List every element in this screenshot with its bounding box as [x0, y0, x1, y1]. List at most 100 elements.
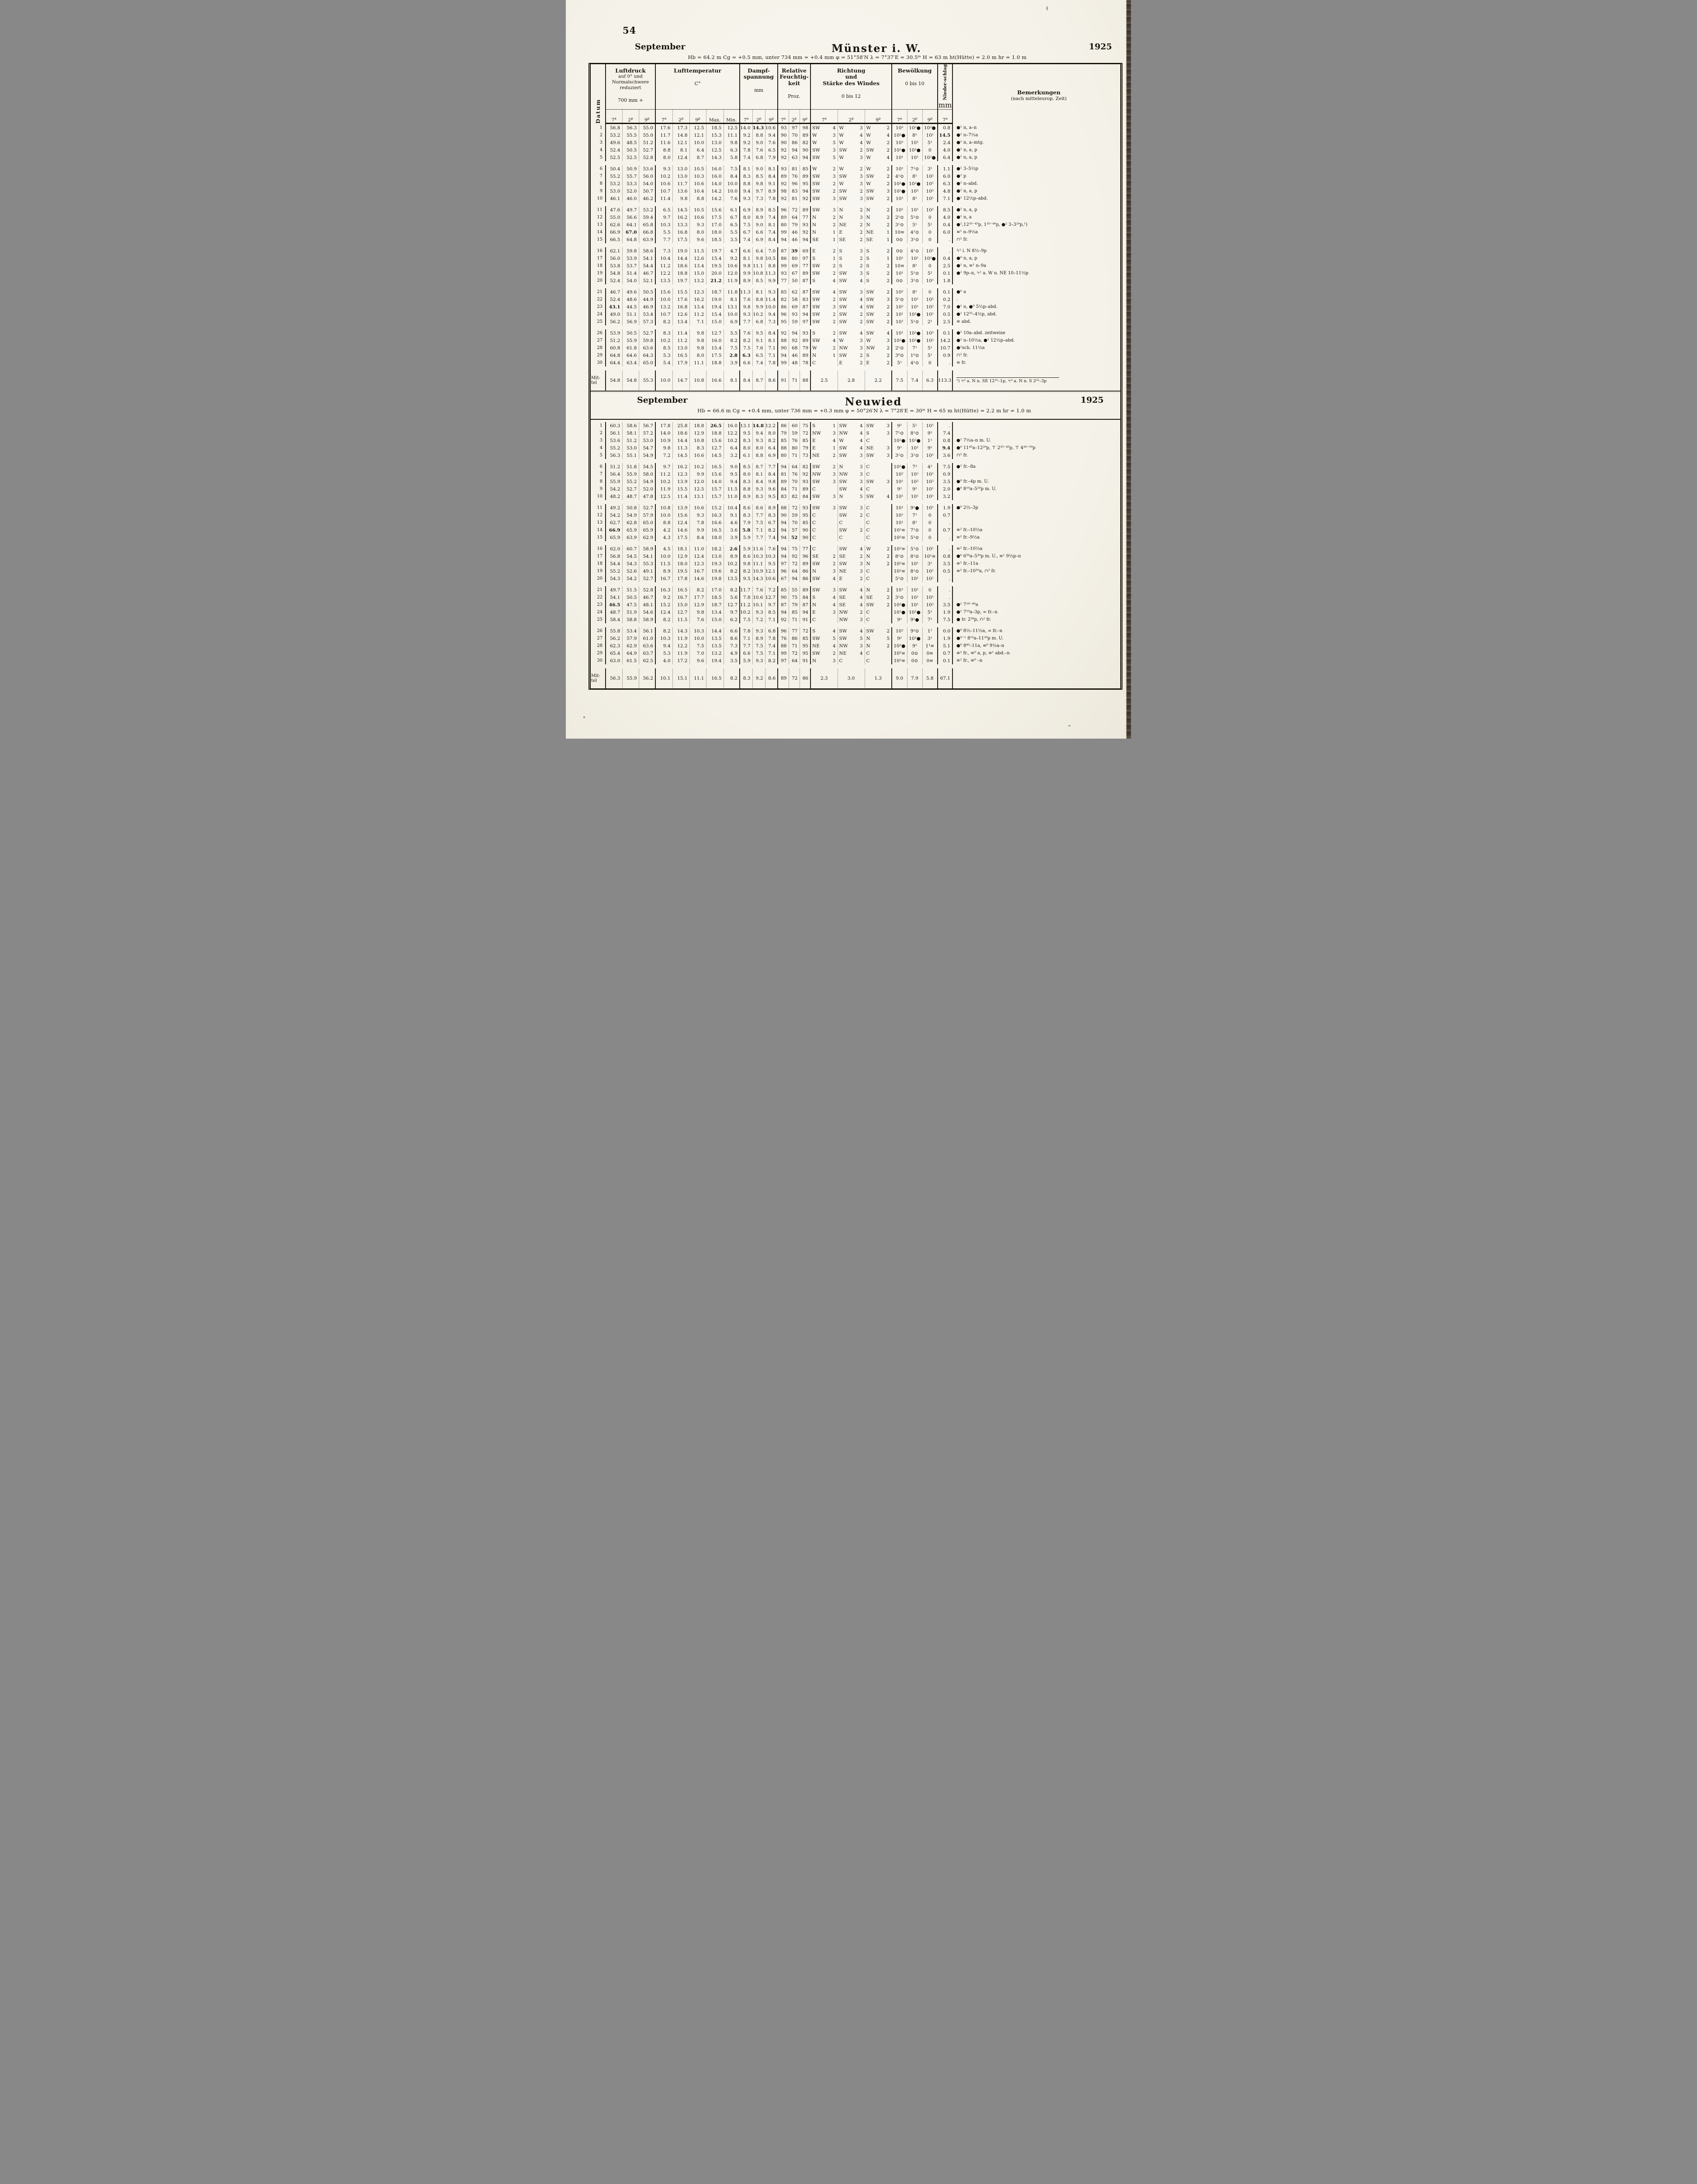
cell-pressure-7a: 56.4 — [605, 470, 622, 478]
cell-cloud-9p: 10¹ — [922, 195, 938, 203]
cell-temp-7a: 11.7 — [655, 131, 672, 139]
cell-remarks: ∩² fr. — [952, 452, 1125, 460]
cell-precip-7a: 0.2 — [937, 296, 953, 304]
cell-pressure-2p: 58.1 — [622, 429, 639, 437]
cell-datum: 2 — [599, 431, 603, 436]
cell-remarks: ●¹ n, ≡¹ n–9a — [952, 262, 1125, 270]
wind-value: C — [865, 513, 891, 518]
wind-direction: S — [866, 256, 869, 261]
cell-pressure-7a: 46.5 — [605, 601, 622, 609]
cell-wind-2p: NW 3 — [837, 344, 865, 352]
cell-precip-7a: 3.2 — [937, 493, 952, 501]
cell-humidity-2p: 94 — [788, 146, 800, 154]
cell-pressure-9p: 54.0 — [638, 180, 655, 188]
cell-cloud-7a: 10² — [891, 627, 907, 635]
cell-precip-7a: 67.1 — [937, 668, 952, 689]
wind-force: 2 — [832, 297, 836, 302]
cell-pressure-9p: 50.7 — [638, 187, 655, 195]
gap-cell — [591, 325, 1125, 329]
cell-cloud-9p: 10¹ — [922, 594, 938, 601]
cell-vapor-7a: 7.9 — [739, 519, 752, 527]
wind-direction: SW — [839, 330, 847, 336]
cell-vapor-2p: 11.6 — [752, 545, 765, 553]
cell-vapor-2p: 7.5 — [752, 650, 765, 657]
cell-temp-max: 18.0 — [706, 228, 724, 236]
cell-humidity-2p: 86 — [788, 635, 800, 643]
cell-cloud-9p: 10¹ — [922, 545, 938, 553]
cell-vapor-7a: 7.5 — [739, 221, 753, 229]
cell-vapor-2p: 7.6 — [752, 586, 765, 594]
cell-humidity-2p: 94 — [788, 575, 800, 583]
cell-vapor-7a: 8.9 — [739, 493, 752, 501]
table-row: 13 62.6 64.1 65.8 10.3 13.3 9.3 17.0 6.5 7.5 9.0 8.… — [591, 221, 1125, 229]
wind-force: 2 — [832, 330, 836, 336]
cell-pressure-7a: 53.0 — [605, 187, 622, 195]
cell-humidity-9p: 72 — [799, 429, 810, 437]
cell-vapor-9p: 7.8 — [765, 359, 778, 367]
cell-wind-7a: C — [810, 485, 838, 493]
cell-vapor-2p: 7.7 — [752, 511, 765, 519]
cell-temp-max: 16.5 — [706, 463, 724, 471]
cell-wind-9p: C — [864, 437, 892, 445]
cell-temp-max: 15.4 — [706, 344, 724, 352]
cell-cloud-7a: 10¹ — [891, 311, 907, 318]
wind-force: 2 — [859, 263, 863, 269]
cell-temp-2p: 13.6 — [672, 187, 689, 195]
cell-pressure-7a: 63.0 — [605, 657, 622, 665]
row-group-gap — [591, 202, 1125, 206]
cell-pressure-2p: 53.0 — [622, 444, 639, 452]
cell-temp-2p: 14.8 — [672, 131, 689, 139]
cell-datum: 24 — [597, 312, 603, 317]
cell-wind-2p: SW 4 — [837, 422, 865, 430]
cell-datum: 12 — [597, 215, 603, 220]
cell-vapor-7a: 8.3 — [739, 173, 753, 180]
cell-humidity-7a: 80 — [777, 221, 789, 229]
cell-pressure-2p: 51.2 — [622, 437, 639, 445]
cell-pressure-2p: 48.5 — [622, 139, 639, 147]
wind-force: 2 — [887, 147, 890, 153]
wind-force: 3 — [887, 453, 890, 458]
cell-temp-9p: 10.2 — [689, 463, 706, 471]
wind-value: SW 4 — [811, 125, 838, 131]
wind-direction: SW — [866, 173, 874, 179]
cell-humidity-2p: 48 — [788, 359, 800, 367]
cell-cloud-2p: 10¹ — [907, 594, 922, 601]
cell-precip-7a: 4.0 — [937, 146, 953, 154]
cell-humidity-9p: 90 — [799, 146, 811, 154]
cell-vapor-7a: 8.1 — [739, 165, 753, 173]
cell-temp-2p: 12.3 — [672, 470, 689, 478]
cell-cloud-7a: 2¹⊙ — [891, 344, 907, 352]
wind-direction: W — [812, 132, 817, 138]
cell-temp-9p: 7.8 — [689, 519, 706, 527]
cell-temp-9p: 8.4 — [689, 534, 706, 542]
header-subline: (nach mitteleurop. Zeit) — [1011, 96, 1067, 101]
wind-force: 4 — [859, 430, 863, 436]
cell-pressure-7a: 46.1 — [605, 195, 622, 203]
gap-cell — [591, 161, 1125, 165]
table-row: 10 46.1 46.0 46.2 11.4 9.8 8.8 14.2 7.6 9.3 7.3 7.8… — [591, 195, 1125, 203]
cell-temp-2p: 14.6 — [672, 526, 689, 534]
cell-humidity-2p: 67 — [788, 270, 800, 277]
wind-value: SW 5 — [811, 155, 838, 160]
cell-humidity-7a: 99 — [777, 228, 789, 236]
cell-temp-2p: 11.3 — [672, 444, 689, 452]
wind-force: 2 — [887, 319, 890, 325]
cell-vapor-7a: 8.0 — [739, 444, 752, 452]
wind-direction: SW — [866, 304, 874, 310]
cell-vapor-9p: 7.4 — [765, 214, 778, 221]
cell-temp-min: 9.4 — [723, 478, 740, 486]
cell-remarks: ●⁰ 2½–3p — [952, 504, 1125, 512]
cell-vapor-2p: 8.7 — [752, 370, 765, 391]
cell-humidity-9p: 85 — [799, 165, 811, 173]
wind-direction: C — [866, 464, 870, 470]
wind-direction: SE — [839, 602, 846, 608]
cell-vapor-9p: 8.8 — [765, 262, 778, 270]
cell-temp-max: 15.0 — [706, 318, 724, 326]
cell-temp-min: 7.3 — [723, 642, 740, 650]
